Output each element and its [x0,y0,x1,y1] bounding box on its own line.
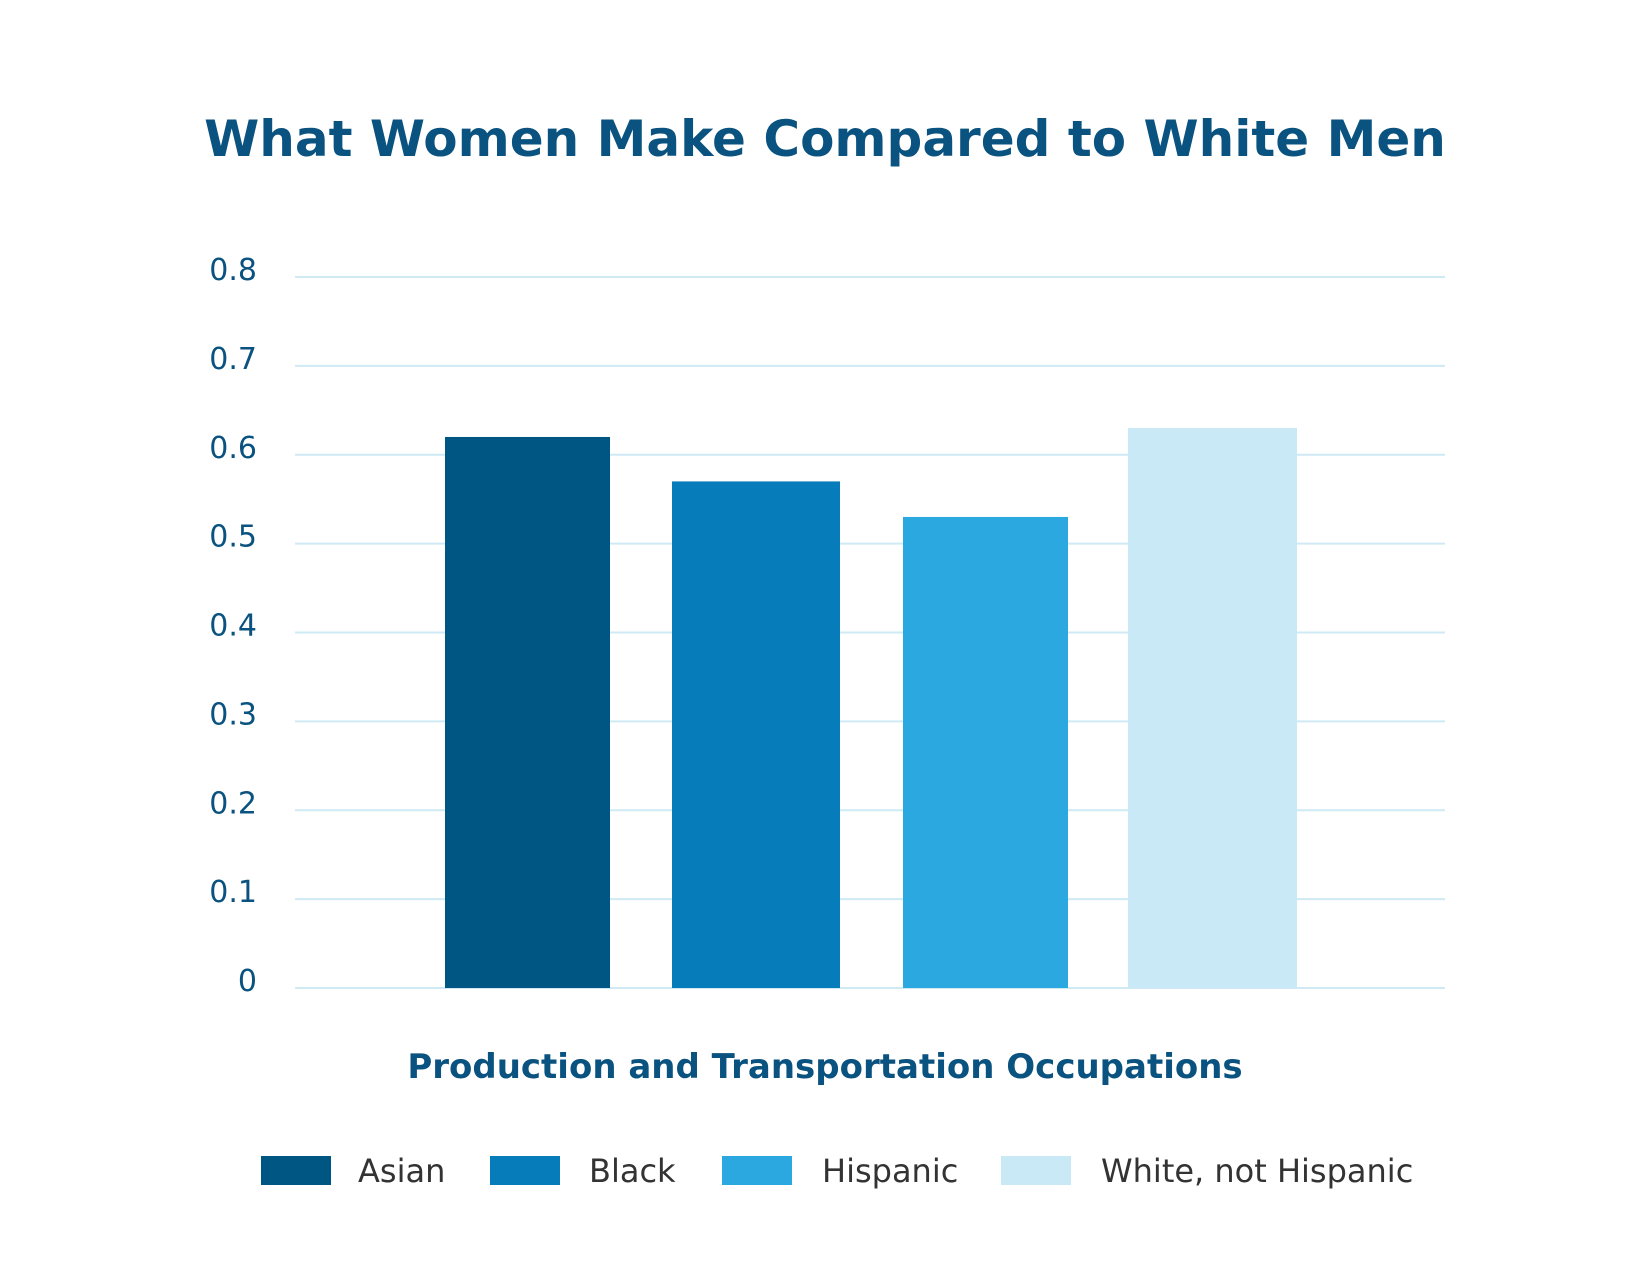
legend-swatch [1001,1156,1071,1185]
bar-asian [445,436,610,989]
chart-title: What Women Make Compared to White Men [204,110,1446,168]
legend-swatch [261,1156,331,1185]
y-tick-label: 0.2 [209,786,257,821]
y-tick-label: 0 [238,964,257,999]
legend-label: White, not Hispanic [1101,1152,1413,1190]
legend: Asian Black Hispanic White, not Hispanic [261,1152,1413,1190]
y-tick-label: 0.6 [209,431,257,466]
legend-label: Hispanic [822,1152,958,1190]
legend-swatch [490,1156,560,1185]
bar-hispanic [903,516,1068,988]
legend-swatch [722,1156,792,1185]
bar-white-not-hispanic [1128,428,1297,988]
y-tick-label: 0.5 [209,520,257,555]
y-tick-label: 0.4 [209,609,257,644]
y-tick-label: 0.3 [209,697,257,732]
legend-label: Black [589,1152,676,1190]
legend-label: Asian [358,1152,445,1190]
bars [445,428,1297,989]
x-axis-label: Production and Transportation Occupation… [407,1047,1242,1087]
y-tick-label: 0.7 [209,342,257,377]
y-axis-ticks: 0 0.1 0.2 0.3 0.4 0.5 0.6 0.7 0.8 [209,253,257,999]
bar-black [672,481,840,988]
y-tick-label: 0.1 [209,875,257,910]
y-tick-label: 0.8 [209,253,257,288]
